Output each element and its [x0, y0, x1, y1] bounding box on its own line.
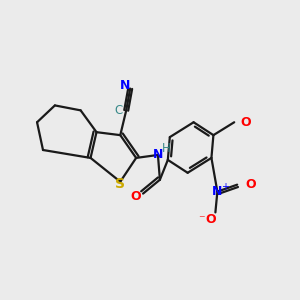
- Text: H: H: [161, 142, 170, 154]
- Text: S: S: [115, 177, 125, 191]
- Text: N: N: [120, 79, 130, 92]
- Text: O: O: [245, 178, 256, 191]
- Text: C: C: [114, 104, 122, 117]
- Text: O: O: [205, 213, 216, 226]
- Text: +: +: [221, 182, 229, 192]
- Text: O: O: [131, 190, 141, 203]
- Text: N: N: [153, 148, 163, 161]
- Text: O: O: [240, 116, 251, 129]
- Text: ⁻: ⁻: [198, 213, 205, 226]
- Text: N: N: [212, 185, 223, 198]
